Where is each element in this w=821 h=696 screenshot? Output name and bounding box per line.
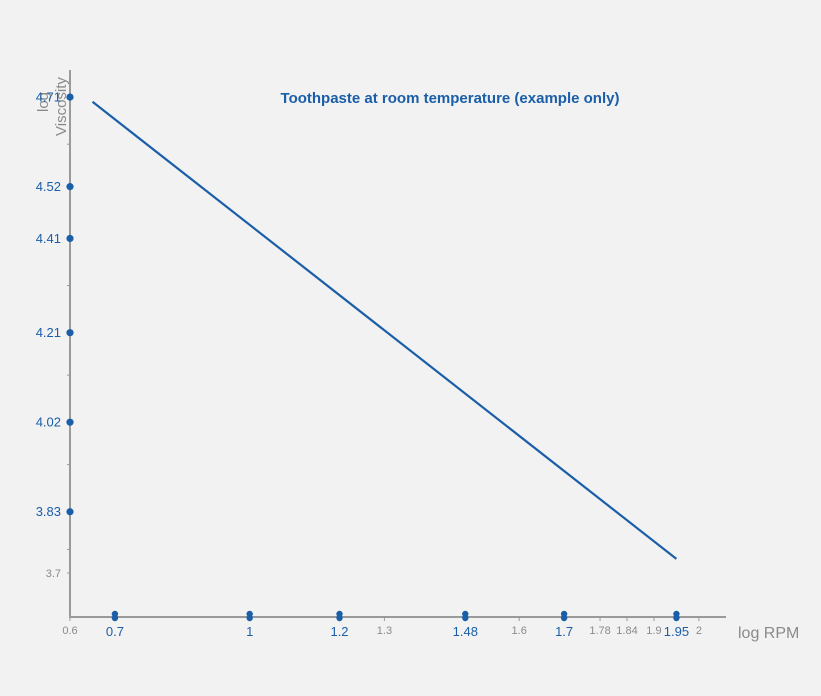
x-axis-title: log RPM [738, 625, 799, 642]
y-tick-dot [66, 508, 74, 516]
x-tick-label: 2 [696, 625, 702, 637]
y-tick-dot [66, 183, 74, 191]
x-tick-label: 1 [246, 624, 253, 639]
y-tick-label: 4.21 [36, 325, 61, 340]
y-tick-dot [66, 418, 74, 426]
y-axis-title-line1: log [35, 92, 52, 112]
chart-title: Toothpaste at room temperature (example … [281, 90, 620, 107]
x-tick-label: 0.7 [106, 624, 124, 639]
x-tick-label: 1.95 [664, 624, 689, 639]
y-tick-label: 3.83 [36, 504, 61, 519]
x-tick-dot [462, 614, 469, 622]
y-tick-label: 4.02 [36, 415, 61, 430]
x-tick-dot [560, 614, 568, 622]
x-tick-label: 1.84 [616, 625, 637, 637]
x-tick-dot [336, 614, 343, 622]
x-tick-label: 0.6 [62, 625, 77, 637]
x-tick-label: 1.9 [646, 625, 661, 637]
x-tick-dot [111, 614, 119, 622]
y-tick-label: 4.52 [36, 179, 61, 194]
x-tick-dot [673, 614, 680, 622]
y-tick-dot [66, 234, 74, 243]
y-tick-dot [66, 329, 74, 337]
series-layer [91, 100, 678, 560]
x-tick-label: 1.7 [555, 624, 573, 639]
y-tick-dot [66, 93, 74, 101]
x-ticks: 0.6 0.7 1 1.2 1.3 1.48 1.6 1.7 1.78 1.84 1.9 1.95 2 [62, 610, 702, 639]
x-tick-label: 1.48 [453, 624, 478, 639]
x-tick-label: 1.2 [330, 624, 348, 639]
x-tick-label: 1.78 [589, 625, 610, 637]
y-axis-title-line2: Viscosity [53, 77, 70, 136]
x-tick-dot [246, 614, 253, 622]
series-line [91, 100, 678, 560]
x-tick-label: 1.6 [512, 625, 527, 637]
y-tick-label: 4.71 [36, 90, 61, 105]
y-tick-label: 4.41 [36, 231, 61, 246]
y-ticks: 3.7 3.83 4.02 4.21 4.41 4.52 4.71 [36, 90, 74, 580]
x-tick-label: 1.3 [377, 625, 392, 637]
y-tick-label: 3.7 [46, 568, 61, 580]
